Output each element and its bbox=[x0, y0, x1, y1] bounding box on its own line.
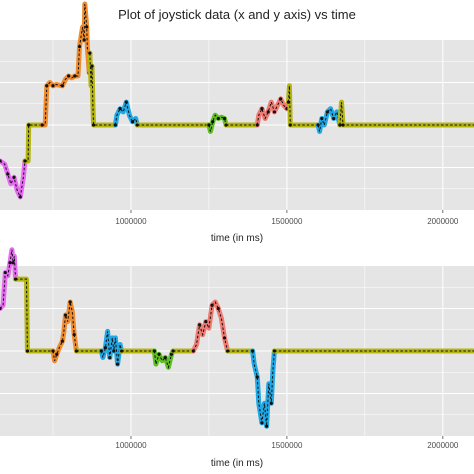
series-point bbox=[341, 123, 345, 127]
series-point bbox=[163, 355, 167, 360]
series-point bbox=[224, 123, 228, 127]
series-point bbox=[112, 349, 116, 353]
series-point bbox=[82, 38, 86, 42]
series-point bbox=[288, 123, 292, 127]
series-point bbox=[108, 355, 112, 360]
series-point bbox=[169, 352, 174, 356]
series-dash-9 bbox=[288, 85, 319, 126]
series-point bbox=[67, 74, 71, 78]
series-point bbox=[113, 123, 117, 127]
series-point bbox=[68, 300, 72, 304]
series-dash-8 bbox=[192, 301, 229, 352]
series-point bbox=[279, 97, 283, 101]
chart-title: Plot of joystick data (x and y axis) vs … bbox=[118, 7, 356, 22]
series-point bbox=[320, 116, 324, 121]
series-point bbox=[91, 123, 96, 127]
series-point bbox=[88, 51, 92, 55]
series-point bbox=[90, 64, 94, 68]
series-point bbox=[45, 84, 49, 88]
x-tick-label: 1000000 bbox=[115, 217, 147, 226]
series-point bbox=[55, 352, 59, 356]
x-axis-label: time (in ms) bbox=[211, 458, 263, 469]
series-point bbox=[260, 107, 264, 111]
series-point bbox=[51, 349, 55, 353]
series-point bbox=[60, 339, 64, 343]
series-point bbox=[255, 123, 259, 127]
series-point bbox=[338, 123, 342, 127]
series-point bbox=[197, 323, 202, 327]
series-point bbox=[222, 116, 227, 121]
series-point bbox=[8, 261, 12, 265]
series-dash-11 bbox=[339, 102, 474, 126]
series-point bbox=[3, 270, 7, 275]
series-point bbox=[207, 123, 211, 127]
series-point bbox=[25, 349, 30, 353]
series-point bbox=[226, 349, 230, 353]
series-point bbox=[255, 375, 259, 379]
series-point bbox=[0, 306, 2, 311]
series-dash-6 bbox=[153, 350, 174, 370]
series-point bbox=[210, 303, 214, 307]
series-point bbox=[27, 123, 31, 127]
series-point bbox=[40, 123, 44, 127]
x-axis-panel: 1000000 1500000 2000000 time (in ms) bbox=[0, 1, 474, 244]
series-point bbox=[325, 110, 330, 114]
x-tick-label: 1000000 bbox=[115, 441, 147, 450]
series-point bbox=[124, 100, 128, 104]
x-axis-label: time (in ms) bbox=[211, 233, 263, 244]
series-point bbox=[266, 110, 270, 114]
y-axis-panel: 1000000 1500000 2000000 time (in ms) bbox=[0, 247, 474, 469]
series-point bbox=[18, 195, 22, 199]
series-point bbox=[211, 120, 215, 124]
series-point bbox=[204, 319, 208, 324]
series-point bbox=[73, 74, 77, 78]
series-point bbox=[115, 362, 120, 366]
series-point bbox=[332, 116, 336, 121]
x-tick-label: 1500000 bbox=[271, 441, 303, 450]
series-point bbox=[118, 107, 122, 111]
series-point bbox=[157, 352, 161, 356]
series-point bbox=[216, 116, 220, 121]
series-point bbox=[272, 349, 277, 353]
series-point bbox=[171, 349, 175, 353]
series-point bbox=[152, 349, 156, 353]
series-point bbox=[51, 84, 55, 88]
series-point bbox=[72, 333, 76, 337]
series-point bbox=[13, 277, 18, 281]
series-dash-10 bbox=[252, 350, 275, 427]
series-dash-3 bbox=[89, 53, 116, 126]
series-point bbox=[191, 349, 195, 353]
x-tick-label: 1500000 bbox=[271, 217, 303, 226]
series-point bbox=[99, 349, 103, 353]
series-point bbox=[120, 349, 124, 353]
series-dash-1 bbox=[15, 278, 53, 352]
series-point bbox=[286, 100, 291, 104]
series-point bbox=[265, 424, 269, 428]
series-point bbox=[77, 44, 82, 49]
series-point bbox=[269, 401, 273, 405]
series-point bbox=[63, 313, 68, 317]
series-point bbox=[0, 159, 2, 163]
series-point bbox=[316, 123, 320, 127]
series-point bbox=[23, 159, 27, 163]
series-point bbox=[85, 25, 89, 29]
series-point bbox=[135, 123, 139, 127]
series-point bbox=[250, 349, 255, 353]
series-point bbox=[60, 84, 64, 88]
series-dash-10 bbox=[317, 107, 341, 132]
series-dash-2 bbox=[42, 3, 91, 126]
x-tick-label: 2000000 bbox=[427, 217, 459, 226]
series-point bbox=[74, 349, 79, 353]
series-point bbox=[130, 120, 135, 124]
x-tick-label: 2000000 bbox=[427, 441, 459, 450]
series-point bbox=[222, 336, 227, 340]
series-point bbox=[260, 421, 264, 425]
series-line-4 bbox=[98, 328, 125, 367]
series-point bbox=[11, 261, 15, 265]
series-point bbox=[12, 175, 16, 179]
series-point bbox=[103, 346, 108, 350]
series-point bbox=[216, 306, 220, 311]
series-point bbox=[272, 110, 277, 114]
series-point bbox=[6, 172, 10, 176]
